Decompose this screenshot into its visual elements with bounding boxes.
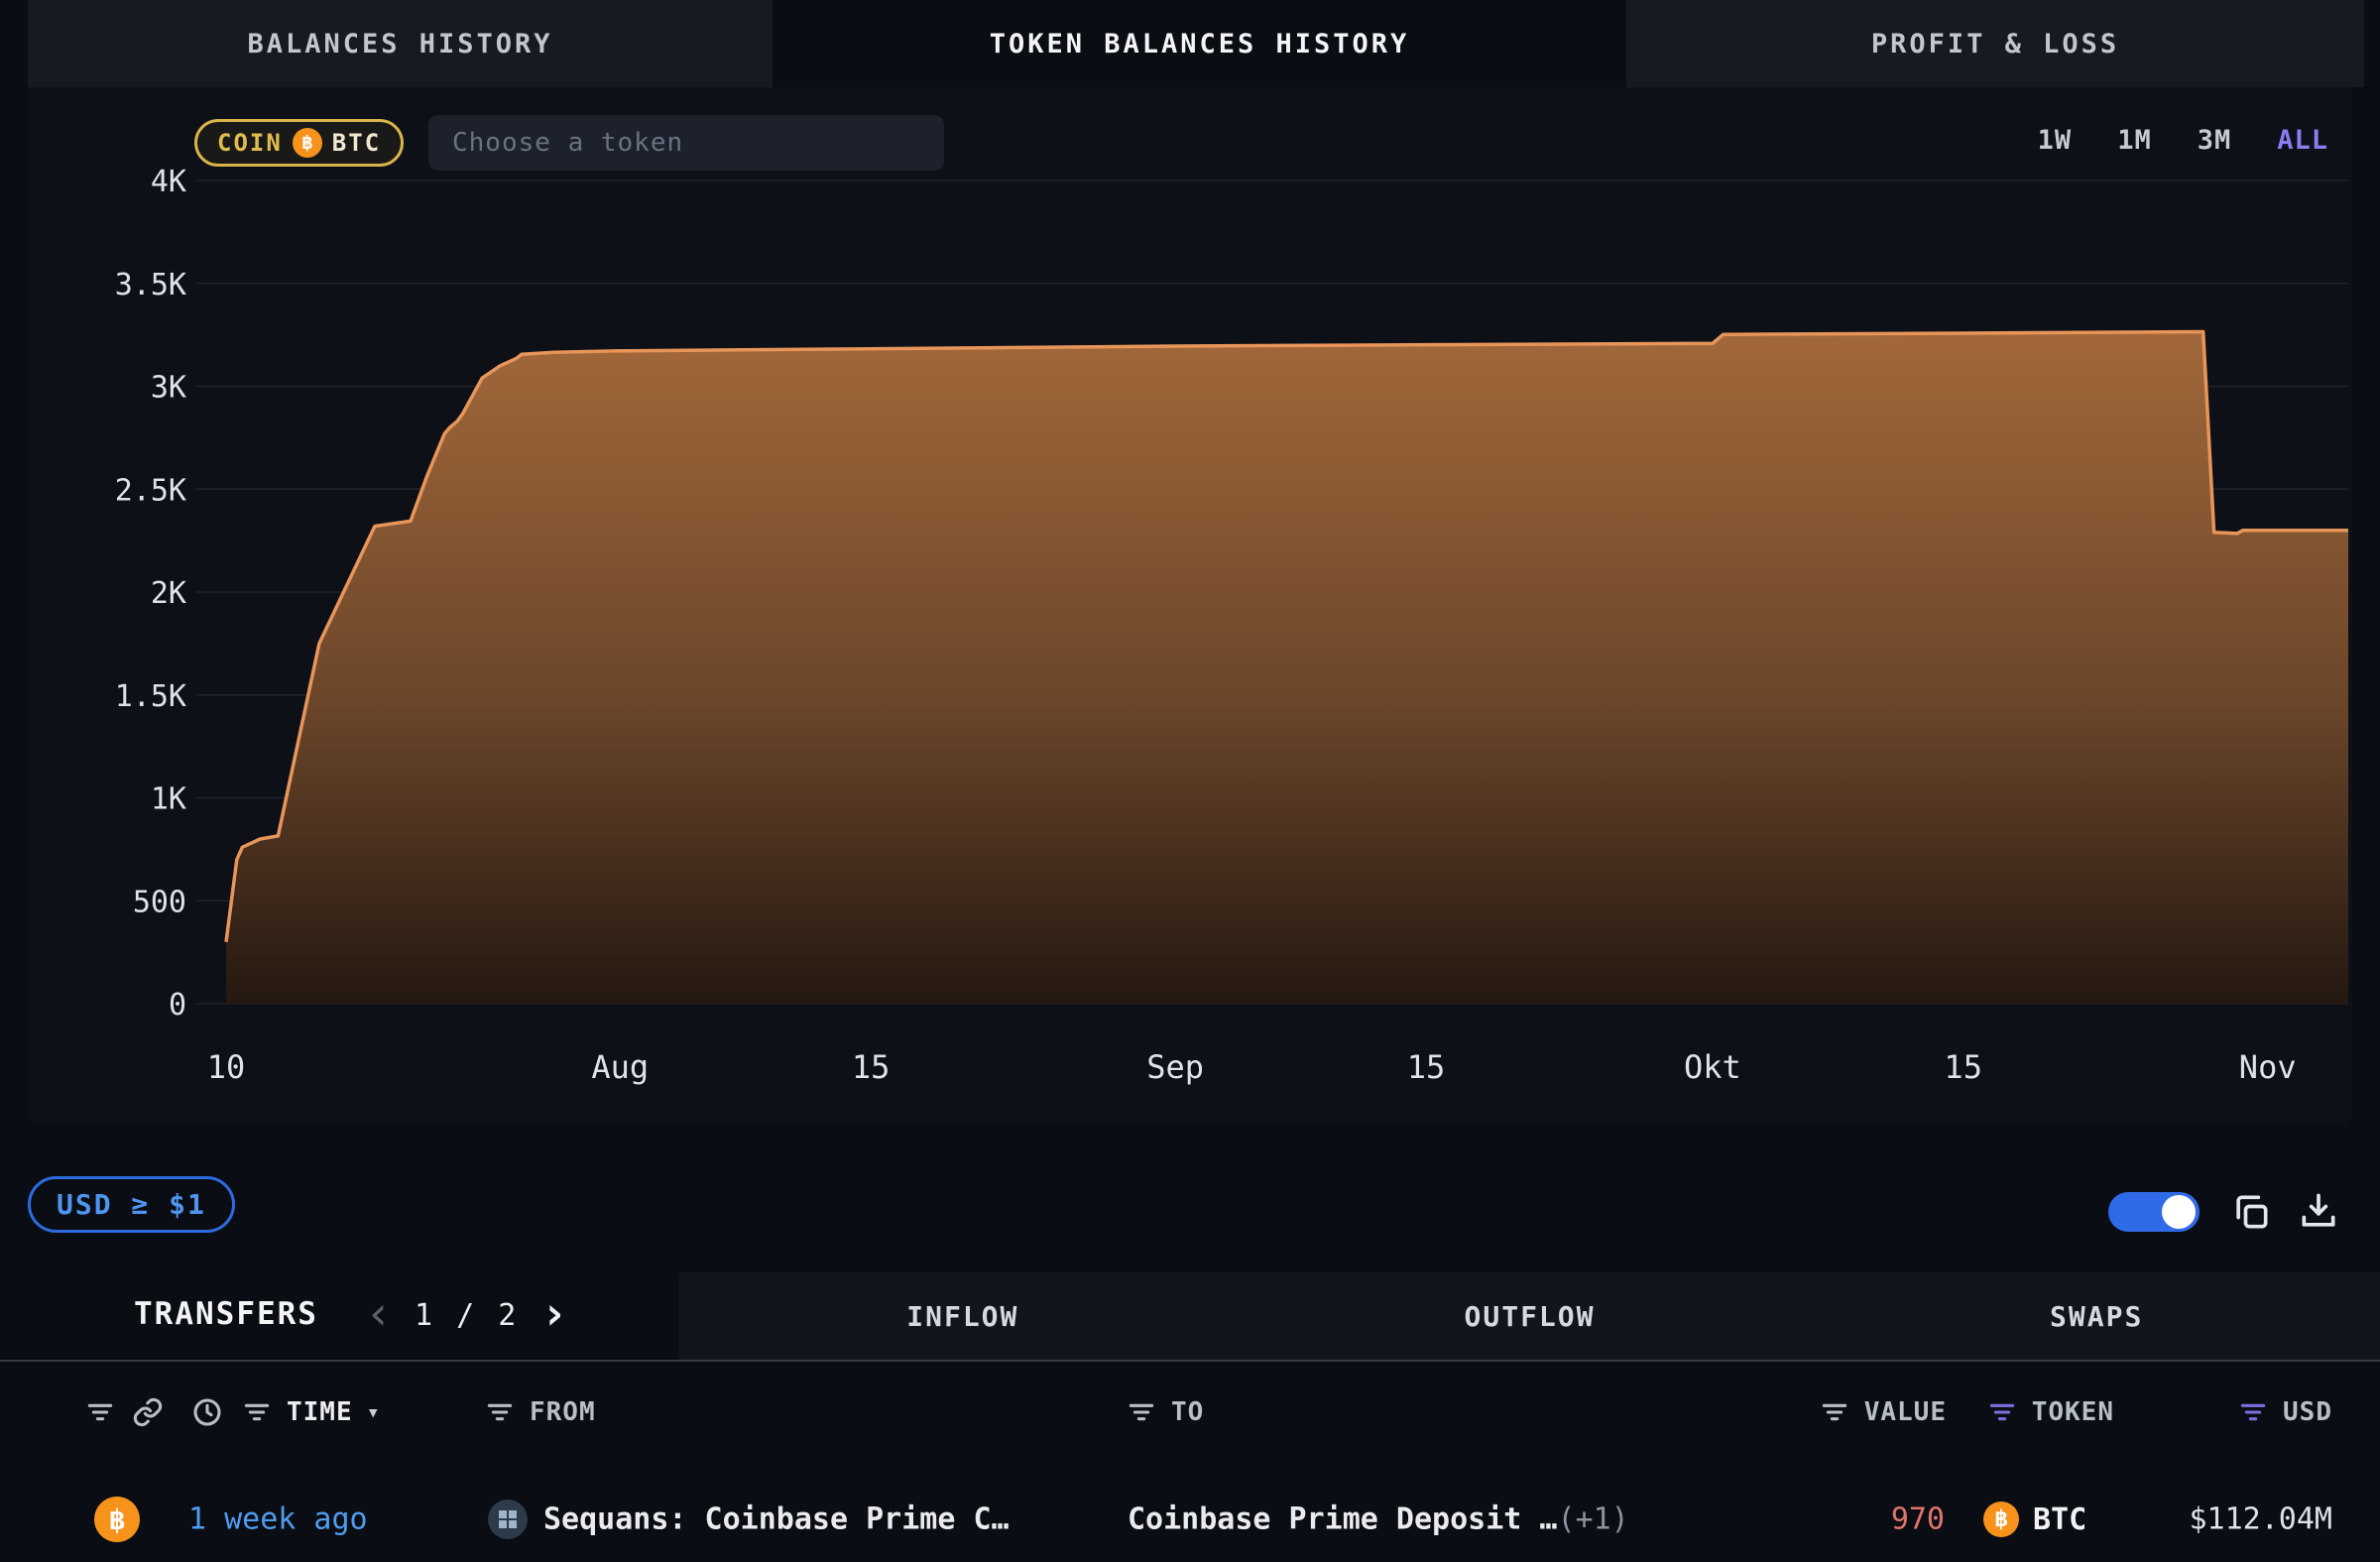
svg-text:3K: 3K (151, 371, 186, 406)
time-range-selector: 1W 1M 3M ALL (2038, 125, 2328, 156)
svg-text:15: 15 (1944, 1048, 1982, 1086)
link-icon (132, 1396, 164, 1428)
table-row[interactable]: ฿ 1 week ago Sequans: Coinbase Prime C… … (0, 1480, 2380, 1559)
tab-outflow[interactable]: OUTFLOW (1464, 1299, 1596, 1333)
download-button[interactable] (2297, 1190, 2340, 1234)
row-token[interactable]: ฿ BTC (1983, 1502, 2086, 1537)
chart-panel: COIN ฿ BTC 1W 1M 3M ALL 0 500 1K 1.5K 2K 2.5K… (28, 87, 2352, 1125)
value-header-label: VALUE (1863, 1397, 1947, 1427)
prev-page-button[interactable]: ‹ (365, 1286, 393, 1340)
svg-text:2.5K: 2.5K (115, 473, 186, 508)
row-time-link[interactable]: 1 week ago (188, 1502, 368, 1537)
token-symbol: BTC (2033, 1502, 2087, 1537)
svg-text:1K: 1K (151, 782, 186, 817)
clock-icon (191, 1396, 223, 1428)
filter-button[interactable] (84, 1396, 116, 1428)
filter-icon (1986, 1396, 2018, 1428)
range-1w[interactable]: 1W (2037, 125, 2073, 156)
filter-icon (1126, 1396, 1157, 1428)
column-header-time[interactable]: TIME ▾ (241, 1396, 381, 1428)
row-to-entity[interactable]: Coinbase Prime Deposit …(+1) (1128, 1502, 1629, 1537)
chevron-down-icon: ▾ (366, 1399, 381, 1425)
filter-icon (2237, 1396, 2269, 1428)
column-header-value[interactable]: VALUE (1819, 1396, 1947, 1428)
filter-icon (1819, 1396, 1850, 1428)
token-search-input[interactable] (428, 115, 944, 171)
tab-profit-and-loss[interactable]: PROFIT & LOSS (1626, 0, 2364, 87)
filter-icon (241, 1396, 273, 1428)
tab-inflow[interactable]: INFLOW (906, 1299, 1019, 1333)
time-header-label: TIME (287, 1397, 353, 1427)
token-chip-prefix: COIN (217, 129, 283, 157)
transfers-bar: TRANSFERS ‹ 1 / 2 › INFLOW OUTFLOW SWAPS (0, 1272, 2380, 1362)
balance-area-chart[interactable]: 0 500 1K 1.5K 2K 2.5K 3K 3.5K 4K 10 Aug 15 Sep 15 Okt 1… (28, 141, 2352, 1093)
transfers-title: TRANSFERS (134, 1296, 318, 1332)
tab-balances-history[interactable]: BALANCES HISTORY (28, 0, 773, 87)
svg-text:15: 15 (1407, 1048, 1446, 1086)
selected-token-chip[interactable]: COIN ฿ BTC (194, 119, 405, 167)
download-icon (2302, 1193, 2335, 1227)
flow-tabs: INFLOW OUTFLOW SWAPS (679, 1272, 2380, 1360)
filter-icon (84, 1396, 116, 1428)
copy-button[interactable] (2229, 1190, 2273, 1234)
svg-text:500: 500 (133, 885, 186, 919)
entity-icon (488, 1500, 528, 1539)
bitcoin-icon: ฿ (94, 1497, 140, 1542)
to-header-label: TO (1171, 1397, 1205, 1427)
svg-text:0: 0 (169, 988, 186, 1022)
toggle-knob (2162, 1195, 2196, 1229)
token-chip-symbol: BTC (331, 129, 382, 157)
usd-header-label: USD (2283, 1397, 2332, 1427)
row-from-entity[interactable]: Sequans: Coinbase Prime C… (543, 1502, 1010, 1537)
row-value: 970 (1890, 1502, 1945, 1537)
from-header-label: FROM (530, 1397, 596, 1427)
row-usd-value: $112.04M (2189, 1502, 2333, 1537)
to-extra-count: (+1) (1557, 1502, 1629, 1537)
svg-text:2K: 2K (151, 576, 186, 611)
filter-icon (484, 1396, 516, 1428)
time-mode-button[interactable] (191, 1396, 223, 1428)
svg-text:15: 15 (852, 1048, 891, 1086)
tab-swaps[interactable]: SWAPS (2050, 1299, 2144, 1333)
bitcoin-icon: ฿ (292, 128, 322, 158)
svg-text:Okt: Okt (1684, 1048, 1741, 1086)
column-header-to[interactable]: TO (1126, 1396, 1204, 1428)
copy-icon (2236, 1195, 2268, 1229)
column-header-usd[interactable]: USD (2237, 1396, 2332, 1428)
svg-text:4K: 4K (151, 165, 186, 199)
column-header-token[interactable]: TOKEN (1986, 1396, 2114, 1428)
link-filter-button[interactable] (132, 1396, 164, 1428)
top-tabbar: BALANCES HISTORY TOKEN BALANCES HISTORY … (0, 0, 2380, 87)
svg-text:Aug: Aug (591, 1048, 649, 1086)
next-page-button[interactable]: › (540, 1286, 568, 1340)
to-entity-label: Coinbase Prime Deposit … (1128, 1502, 1558, 1537)
column-header-from[interactable]: FROM (484, 1396, 596, 1428)
svg-text:10: 10 (207, 1048, 246, 1086)
usd-filter-toggle[interactable] (2108, 1192, 2200, 1232)
transfers-table-header: TIME ▾ FROM TO VALUE TOKEN (0, 1386, 2380, 1442)
usd-min-filter-chip[interactable]: USD ≥ $1 (28, 1176, 235, 1233)
range-3m[interactable]: 3M (2197, 125, 2232, 156)
token-header-label: TOKEN (2031, 1397, 2114, 1427)
svg-text:3.5K: 3.5K (115, 268, 186, 302)
range-all[interactable]: ALL (2277, 125, 2328, 156)
grid-glyph-icon (499, 1510, 517, 1528)
svg-text:1.5K: 1.5K (115, 679, 186, 714)
svg-text:Nov: Nov (2239, 1048, 2297, 1086)
bitcoin-icon: ฿ (1983, 1502, 2019, 1537)
tab-token-balances-history[interactable]: TOKEN BALANCES HISTORY (773, 0, 1626, 87)
svg-text:Sep: Sep (1146, 1048, 1204, 1086)
page-indicator: 1 / 2 (415, 1298, 520, 1333)
range-1m[interactable]: 1M (2117, 125, 2152, 156)
